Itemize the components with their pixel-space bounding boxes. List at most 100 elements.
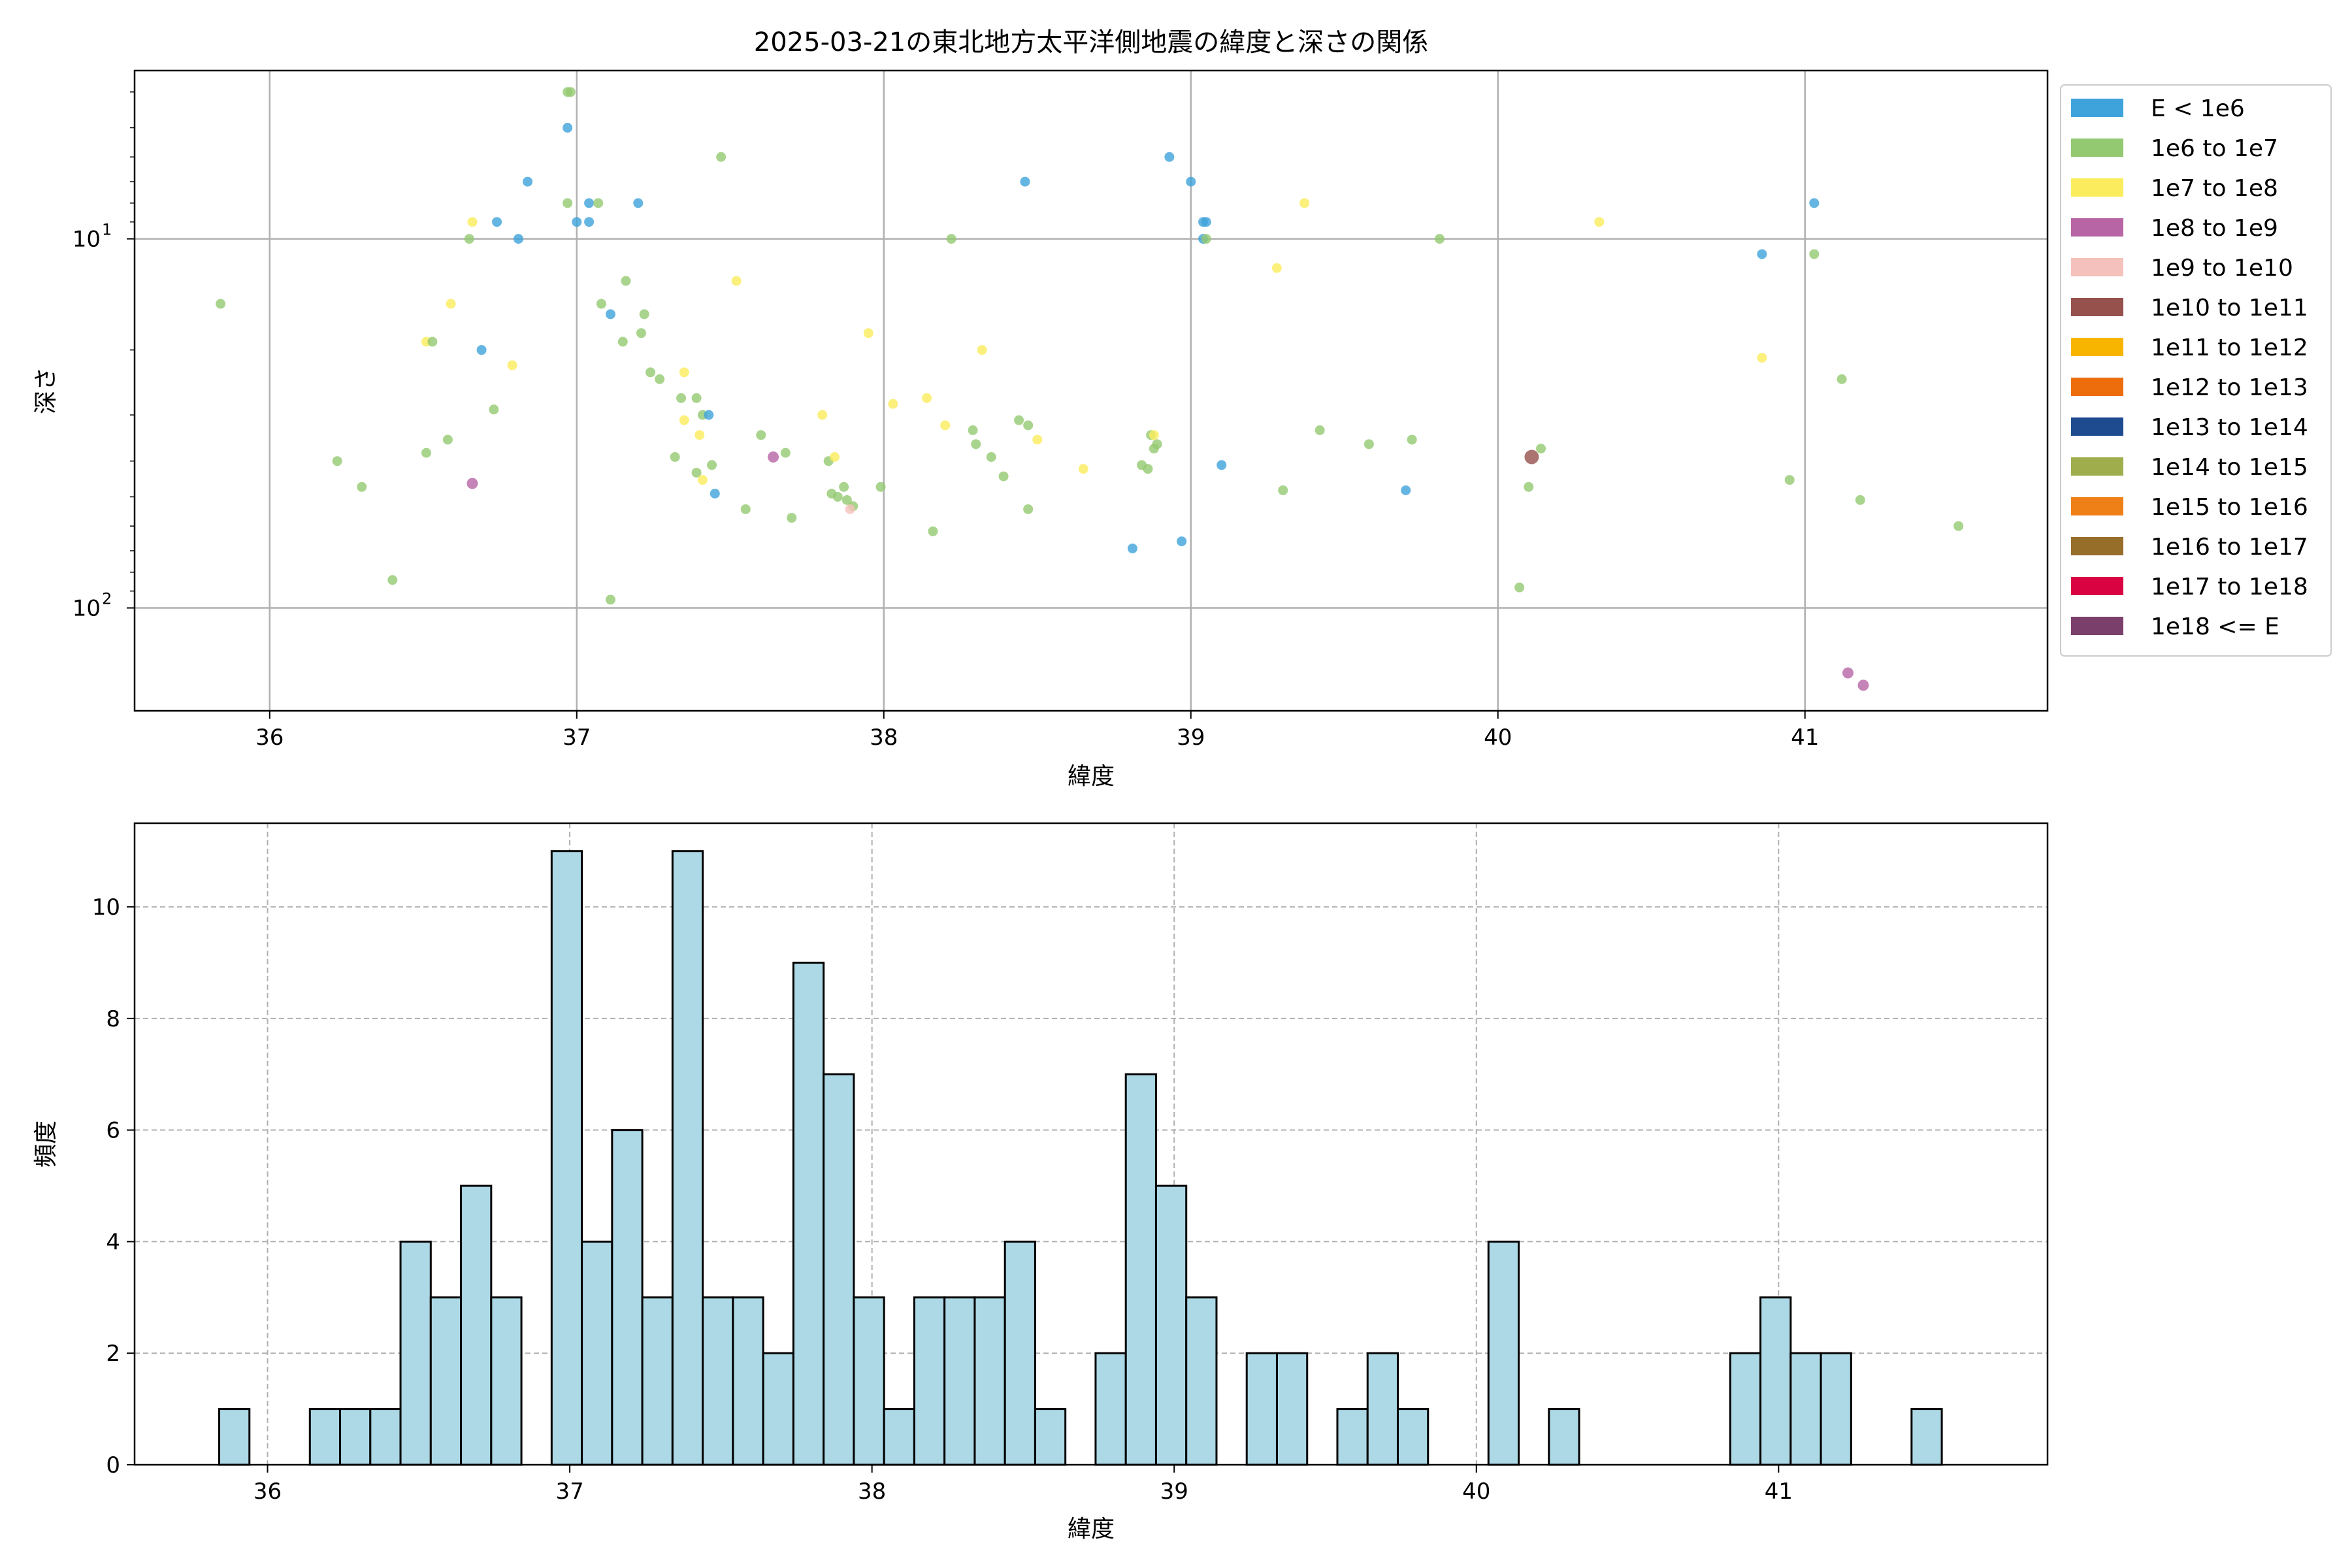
scatter-point <box>617 336 628 347</box>
scatter-point <box>1594 217 1605 227</box>
legend-label: 1e15 to 1e16 <box>2151 494 2308 521</box>
histogram-bar <box>1789 1352 1822 1466</box>
scatter-x-tick-label: 39 <box>1177 725 1205 751</box>
scatter-point <box>1201 234 1211 244</box>
scatter-point <box>679 415 689 425</box>
histogram-bar <box>853 1296 885 1466</box>
histogram-bar <box>792 961 825 1466</box>
histogram-bar <box>1759 1296 1792 1466</box>
histogram-x-tick-label: 37 <box>555 1478 583 1505</box>
histogram-y-tick-label: 8 <box>106 1006 120 1032</box>
histogram-y-tick-label: 4 <box>106 1229 120 1255</box>
scatter-point <box>716 152 727 162</box>
scatter-point <box>888 399 898 409</box>
scatter-point <box>1023 504 1034 514</box>
scatter-point <box>427 336 438 347</box>
legend-frame <box>2060 84 2332 657</box>
scatter-point <box>1315 425 1325 436</box>
scatter-point <box>780 448 791 458</box>
scatter-point <box>1514 582 1525 593</box>
histogram-x-tick-label: 39 <box>1160 1478 1188 1505</box>
scatter-x-tick-label: 36 <box>255 725 284 751</box>
histogram-bar <box>1245 1352 1278 1466</box>
scatter-point <box>332 456 342 466</box>
scatter-point <box>845 504 855 514</box>
scatter-point <box>584 198 595 208</box>
histogram-bar <box>1094 1352 1127 1466</box>
legend-label: 1e11 to 1e12 <box>2151 335 2308 361</box>
histogram-bar <box>943 1296 976 1466</box>
histogram-bars <box>218 850 1943 1466</box>
histogram-ticks: 36 37 38 39 40 41 0 2 4 6 8 10 <box>92 894 1793 1505</box>
scatter-points <box>216 87 1964 691</box>
scatter-point <box>1278 485 1288 495</box>
histogram-bar <box>1548 1408 1580 1466</box>
legend: E < 1e6 1e6 to 1e7 1e7 to 1e8 1e8 to 1e9 1e9… <box>2060 84 2332 657</box>
scatter-point <box>986 451 996 462</box>
scatter-point <box>605 309 615 319</box>
scatter-point <box>971 439 981 449</box>
scatter-point <box>1177 536 1187 547</box>
scatter-point <box>998 471 1009 482</box>
scatter-point <box>679 367 689 378</box>
legend-swatch <box>2071 338 2123 356</box>
scatter-point <box>446 299 456 309</box>
scatter-point <box>1953 521 1964 531</box>
scatter-point <box>421 448 431 458</box>
scatter-x-axis-label: 緯度 <box>1068 763 1115 790</box>
scatter-point <box>1186 176 1196 187</box>
scatter-point <box>1078 464 1088 474</box>
scatter-point <box>467 217 478 227</box>
scatter-point <box>1855 495 1865 505</box>
scatter-point <box>1201 217 1211 227</box>
scatter-point <box>768 451 779 463</box>
histogram-x-axis-label: 緯度 <box>1068 1516 1115 1543</box>
scatter-y-axis-label: 深さ <box>33 367 59 414</box>
scatter-point <box>710 488 720 498</box>
scatter-point <box>756 430 766 440</box>
histogram-bar <box>1366 1352 1399 1466</box>
histogram-bar <box>339 1408 372 1466</box>
histogram-bar <box>883 1408 915 1466</box>
scatter-point <box>1271 263 1282 273</box>
histogram: 36 37 38 39 40 41 0 2 4 6 8 10 緯度 頻度 <box>33 822 2049 1543</box>
scatter-point <box>694 430 705 440</box>
legend-label: 1e16 to 1e17 <box>2151 534 2308 561</box>
scatter-point <box>670 451 680 462</box>
scatter-point <box>1020 176 1030 187</box>
scatter-y-tick-exponent: 2 <box>102 590 112 608</box>
scatter-point <box>489 404 499 415</box>
scatter-point <box>1407 434 1417 445</box>
scatter-point <box>507 360 517 370</box>
histogram-bar <box>1910 1408 1943 1466</box>
histogram-bar <box>490 1296 523 1466</box>
scatter-point <box>387 575 398 585</box>
legend-swatch <box>2071 139 2123 157</box>
legend-label: 1e18 <= E <box>2151 613 2279 640</box>
scatter-point <box>830 451 840 462</box>
histogram-bar <box>1185 1296 1218 1466</box>
scatter-point <box>922 393 932 403</box>
histogram-bar <box>1729 1352 1762 1466</box>
scatter-point <box>1536 444 1546 454</box>
scatter-point <box>875 482 886 492</box>
histogram-bar <box>429 1296 463 1466</box>
scatter-title: 2025-03-21の東北地方太平洋側地震の緯度と深さの関係 <box>754 27 1428 57</box>
histogram-bar <box>1004 1240 1036 1466</box>
histogram-bar <box>1275 1352 1309 1466</box>
scatter-point <box>513 234 523 244</box>
scatter-point <box>1014 415 1024 425</box>
scatter-point <box>839 482 849 492</box>
histogram-x-tick-label: 41 <box>1765 1478 1793 1505</box>
histogram-bar <box>1154 1184 1188 1466</box>
scatter-point <box>940 420 951 431</box>
scatter-point <box>572 217 582 227</box>
scatter-point <box>1032 434 1043 445</box>
histogram-bar <box>581 1240 613 1466</box>
scatter-point <box>704 410 714 420</box>
scatter-point <box>1434 234 1445 244</box>
scatter-point <box>1757 249 1767 259</box>
scatter-point <box>676 393 687 403</box>
scatter-x-tick-label: 37 <box>563 725 591 751</box>
